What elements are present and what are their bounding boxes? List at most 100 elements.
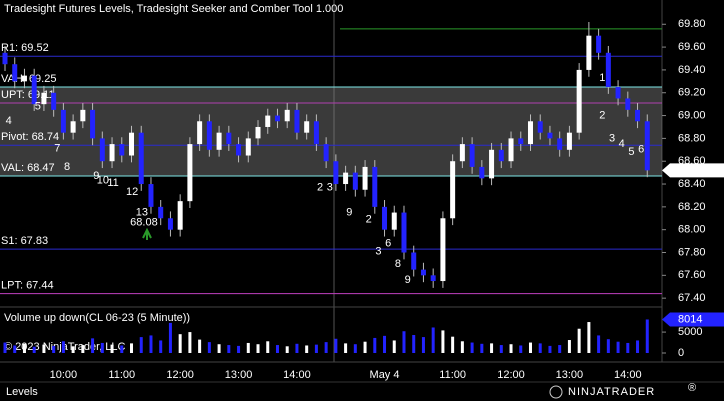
candle-body — [148, 184, 154, 207]
volume-bar — [373, 337, 377, 353]
candle-body — [430, 275, 436, 282]
candle-body — [450, 161, 456, 219]
level-label: Pivot: 68.74 — [1, 131, 59, 143]
candle-body — [255, 126, 261, 139]
current-volume: 8014 — [678, 313, 702, 325]
volume-title: Volume up down(CL 06-23 (5 Minute)) — [4, 312, 190, 324]
candle-body — [2, 52, 8, 65]
volume-bar — [616, 341, 620, 353]
volume-bar — [421, 337, 425, 353]
volume-bar — [71, 346, 75, 353]
annotation: 8 — [64, 161, 70, 173]
volume-bar — [227, 345, 231, 353]
level-label: VAL: 68.47 — [1, 162, 55, 174]
candle-body — [51, 92, 57, 110]
volume-bar — [460, 341, 464, 353]
candle-body — [489, 149, 495, 179]
volume-bar — [91, 338, 95, 353]
x-tick-label: 10:00 — [50, 369, 78, 381]
y-tick-label: 67.60 — [678, 269, 706, 281]
candle-body — [411, 252, 417, 270]
annotation: 1 — [599, 72, 605, 84]
annotation: 5 — [628, 146, 634, 158]
volume-tick-label: 5000 — [678, 326, 702, 338]
level-label: UPT: 69.11 — [1, 89, 55, 101]
volume-bar — [100, 342, 104, 353]
candle-body — [323, 144, 329, 162]
candle-body — [644, 121, 650, 171]
candle-body — [518, 138, 524, 145]
current-price: 68.52 — [678, 164, 706, 176]
volume-bar — [451, 336, 455, 353]
tab-levels[interactable]: Levels — [6, 386, 38, 398]
candle-body — [635, 109, 641, 122]
candle-body — [508, 138, 514, 162]
volume-bar — [237, 345, 241, 353]
candle-body — [372, 166, 378, 207]
volume-bar — [402, 331, 406, 353]
volume-bar — [256, 344, 260, 353]
x-tick-label: 13:00 — [225, 369, 253, 381]
volume-bar — [188, 332, 192, 353]
volume-tick-label: 0 — [678, 347, 684, 359]
price-marker — [662, 163, 724, 178]
volume-bar — [81, 345, 85, 353]
volume-bar — [198, 339, 202, 353]
candle-body — [90, 109, 96, 139]
candle-body — [615, 87, 621, 99]
candle-body — [187, 144, 193, 202]
volume-bar — [538, 343, 542, 353]
volume-bar — [490, 343, 494, 353]
candle-body — [265, 115, 271, 127]
volume-bar — [149, 335, 153, 353]
volume-bar — [305, 345, 309, 353]
candle-body — [60, 109, 66, 133]
candle-body — [547, 132, 553, 139]
annotation: 9 — [405, 274, 411, 286]
candle-body — [313, 121, 319, 145]
volume-bar — [314, 344, 318, 353]
volume-bar — [52, 345, 56, 353]
candle-body — [440, 218, 446, 282]
y-tick-label: 67.80 — [678, 246, 706, 258]
candle-body — [498, 149, 504, 162]
candle-body — [129, 132, 135, 156]
volume-bar — [61, 341, 65, 353]
volume-bar — [120, 345, 124, 353]
candle-body — [382, 206, 388, 230]
volume-bar — [3, 342, 7, 353]
volume-bar — [558, 345, 562, 353]
annotation: 5 — [35, 100, 41, 112]
candle-body — [80, 109, 86, 122]
volume-bar — [32, 346, 36, 353]
volume-bar — [139, 337, 143, 353]
candle-body — [362, 166, 368, 190]
candle-body — [391, 212, 397, 230]
candle-body — [274, 115, 280, 122]
annotation: 7 — [54, 143, 60, 155]
logo-icon — [549, 385, 563, 399]
annotation: 9 — [346, 206, 352, 218]
volume-bar — [499, 345, 503, 353]
candle-body — [197, 121, 203, 145]
candle-body — [70, 121, 76, 133]
volume-bar — [217, 344, 221, 353]
candle-body — [304, 121, 310, 133]
annotation: 3 — [327, 181, 333, 193]
candle-body — [420, 269, 426, 276]
candle-body — [284, 109, 290, 122]
annotation: 4 — [619, 138, 625, 150]
volume-bar — [13, 345, 17, 353]
candle-body — [566, 132, 572, 150]
candle-body — [119, 144, 125, 156]
volume-bar — [509, 344, 513, 353]
x-tick-label: 11:00 — [439, 369, 466, 381]
y-tick-label: 67.40 — [678, 292, 706, 304]
candle-body — [625, 98, 631, 110]
annotation: 68.08 — [130, 217, 158, 229]
volume-bar — [110, 344, 114, 353]
candle-body — [401, 212, 407, 253]
annotation: 4 — [6, 115, 12, 127]
level-label: S1: 67.83 — [1, 235, 48, 247]
